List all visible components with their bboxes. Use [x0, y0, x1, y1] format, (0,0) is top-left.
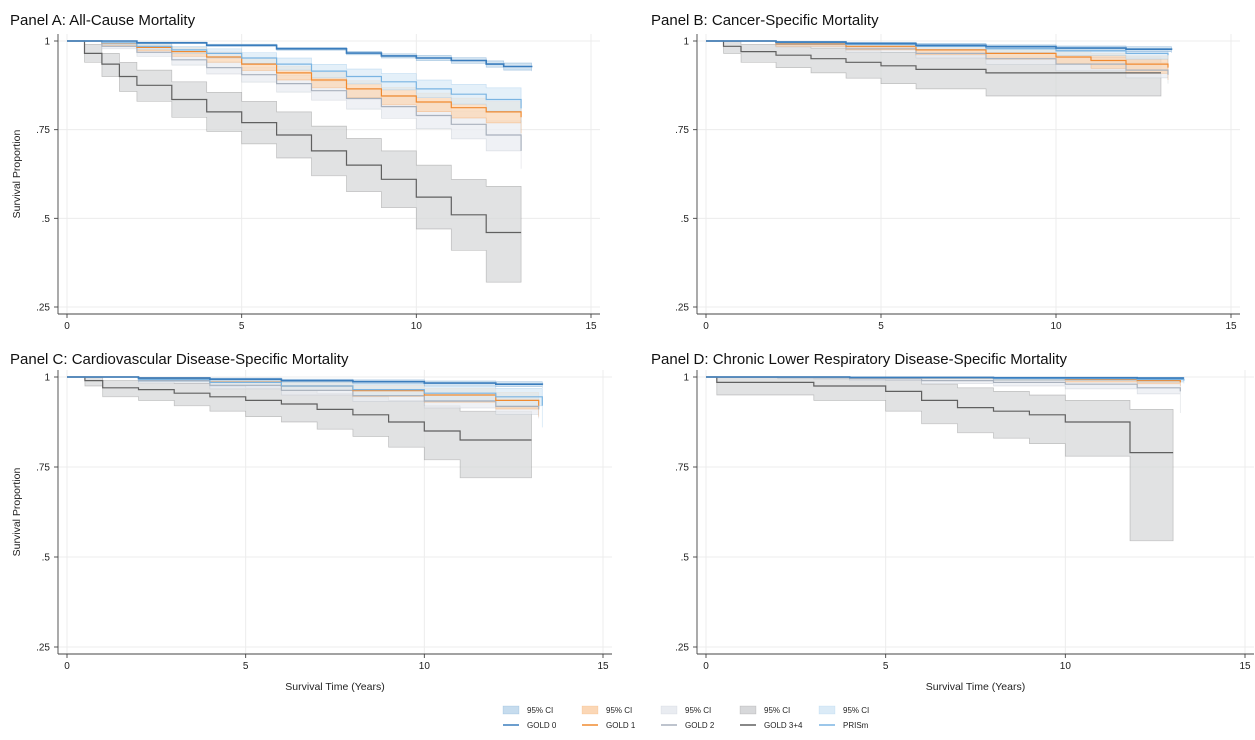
legend-ci-label: 95% CI [606, 706, 632, 715]
panel-d-line-gold-3plus4 [706, 376, 1174, 454]
panel-c-x-tick-label: 0 [64, 661, 70, 672]
panel-c-line-gold-0 [67, 376, 544, 386]
legend-series-label: GOLD 0 [527, 721, 557, 730]
panel-d-y-tick-label: .25 [675, 643, 689, 654]
legend-series-label: GOLD 1 [606, 721, 636, 730]
panel-c-y-tick-label: .25 [36, 643, 50, 654]
legend-ci-swatch [818, 705, 836, 715]
legend-ci-swatch [660, 705, 678, 715]
legend-item-gold-0: 95% CI GOLD 0 [502, 705, 557, 730]
panel-a-title: Panel A: All-Cause Mortality [10, 12, 196, 29]
panel-c-x-axis-title: Survival Time (Years) [285, 681, 384, 693]
panel-d-x-tick-label: 0 [703, 661, 709, 672]
panel-d-x-tick-label: 15 [1239, 661, 1251, 672]
legend-item-gold-2: 95% CI GOLD 2 [660, 705, 715, 730]
legend-item-gold-3plus4: 95% CI GOLD 3+4 [739, 705, 803, 730]
panel-b-x-tick-label: 5 [878, 321, 884, 332]
legend-series-label: PRISm [843, 721, 869, 730]
panel-c-y-tick-label: .5 [42, 553, 51, 564]
panel-b-y-tick-label: .25 [675, 303, 689, 314]
panel-b-title: Panel B: Cancer-Specific Mortality [651, 12, 879, 29]
panel-c: Panel C: Cardiovascular Disease-Specific… [10, 351, 612, 693]
panel-c-ci-band-gold-3plus4 [67, 376, 532, 479]
panel-b-y-tick-label: .75 [675, 125, 689, 136]
panel-b-y-tick-label: 1 [683, 37, 689, 48]
panel-b: Panel B: Cancer-Specific Mortality 0 5 10 15… [651, 12, 1240, 332]
panel-a-y-tick-label: .75 [36, 125, 50, 136]
panel-b-y-tick-label: .5 [681, 214, 690, 225]
panel-a-x-tick-label: 15 [585, 321, 597, 332]
panel-c-x-tick-label: 15 [597, 661, 609, 672]
panel-c-x-tick-label: 10 [419, 661, 431, 672]
legend-item-prism: 95% CI PRISm [818, 705, 869, 730]
panel-a-x-tick-label: 5 [239, 321, 245, 332]
panel-a-y-tick-label: .25 [36, 303, 50, 314]
panel-b-x-tick-label: 0 [703, 321, 709, 332]
panel-d-ci-band-gold-3plus4 [706, 376, 1174, 542]
panel-b-x-tick-label: 10 [1050, 321, 1062, 332]
panel-c-x-tick-label: 5 [243, 661, 249, 672]
panel-a-line-gold-2 [67, 40, 522, 151]
panel-a-y-tick-label: 1 [44, 37, 50, 48]
panel-d-x-tick-label: 10 [1060, 661, 1072, 672]
panel-b-line-gold-1 [706, 40, 1169, 68]
panel-a-ci-band-gold-3plus4 [67, 40, 522, 283]
panel-a-line-prism [67, 40, 522, 109]
legend-ci-label: 95% CI [527, 706, 553, 715]
panel-a-y-axis-title: Survival Proportion [11, 129, 23, 218]
panel-d-x-axis-title: Survival Time (Years) [926, 681, 1025, 693]
panel-c-line-prism [67, 376, 543, 406]
panel-d-y-tick-label: 1 [683, 373, 689, 384]
panel-a-y-tick-label: .5 [42, 214, 51, 225]
panel-c-title: Panel C: Cardiovascular Disease-Specific… [10, 351, 349, 368]
legend-ci-swatch [739, 705, 757, 715]
legend-ci-label: 95% CI [843, 706, 869, 715]
panel-a-line-gold-0 [67, 40, 533, 68]
panel-b-line-gold-0 [706, 40, 1173, 51]
panel-d-y-tick-label: .75 [675, 463, 689, 474]
panel-a-line-gold-1 [67, 40, 522, 118]
panel-a-x-tick-label: 0 [64, 321, 70, 332]
panel-d: Panel D: Chronic Lower Respiratory Disea… [651, 351, 1254, 693]
panel-b-line-gold-3plus4 [706, 40, 1161, 74]
panel-d-y-tick-label: .5 [681, 553, 690, 564]
panel-d-line-gold-0 [706, 376, 1184, 379]
legend-ci-swatch [502, 705, 520, 715]
legend-ci-label: 95% CI [685, 706, 711, 715]
legend-series-label: GOLD 3+4 [764, 721, 803, 730]
panel-d-x-tick-label: 5 [883, 661, 889, 672]
panel-c-y-axis-title: Survival Proportion [11, 467, 23, 556]
panel-c-line-gold-3plus4 [67, 376, 532, 441]
legend-ci-label: 95% CI [764, 706, 790, 715]
panel-c-y-tick-label: .75 [36, 463, 50, 474]
panel-a-x-tick-label: 10 [411, 321, 423, 332]
panel-a-line-gold-3plus4 [67, 40, 522, 234]
legend-item-gold-1: 95% CI GOLD 1 [581, 705, 636, 730]
legend-series-label: GOLD 2 [685, 721, 715, 730]
panel-d-title: Panel D: Chronic Lower Respiratory Disea… [651, 351, 1067, 368]
panel-b-x-tick-label: 15 [1225, 321, 1237, 332]
panel-a: Panel A: All-Cause Mortality 0 5 10 15 1 .75 .5… [10, 12, 600, 332]
panel-c-y-tick-label: 1 [44, 373, 50, 384]
legend-ci-swatch [581, 705, 599, 715]
